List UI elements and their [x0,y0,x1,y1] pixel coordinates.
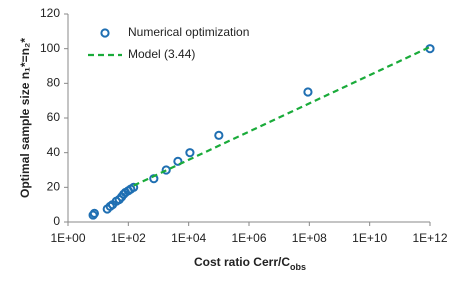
data-point [303,87,313,97]
x-tick-label: 1E+00 [50,231,85,245]
x-tick-label: 1E+06 [231,231,266,245]
y-tick-label: 60 [47,110,61,124]
data-point [129,182,139,192]
x-tick-label: 1E+10 [352,231,387,245]
data-point [161,165,171,175]
x-axis-title-main: Cost ratio Cerr/C [194,255,290,269]
x-axis-title-sub: obs [290,262,306,272]
y-tick-label: 120 [40,6,60,20]
x-axis-title: Cost ratio Cerr/Cobs [194,255,306,272]
x-tick-label: 1E+02 [111,231,146,245]
data-point [173,156,183,166]
legend-label: Numerical optimization [128,25,249,39]
y-tick-label: 40 [47,145,61,159]
model-line [133,45,431,187]
y-tick-label: 100 [40,41,60,55]
legend-label: Model (3.44) [128,47,195,61]
y-axis-title: Optimal sample size n₁*=n₂* [18,38,32,198]
x-tick-label: 1E+08 [292,231,327,245]
x-tick-label: 1E+04 [171,231,206,245]
x-tick-label: 1E+12 [412,231,447,245]
y-tick-label: 0 [53,214,60,228]
data-point [89,208,99,218]
y-tick-label: 80 [47,76,61,90]
legend-marker [100,28,110,38]
data-point [185,148,195,158]
data-point [214,130,224,140]
y-tick-label: 20 [47,180,61,194]
